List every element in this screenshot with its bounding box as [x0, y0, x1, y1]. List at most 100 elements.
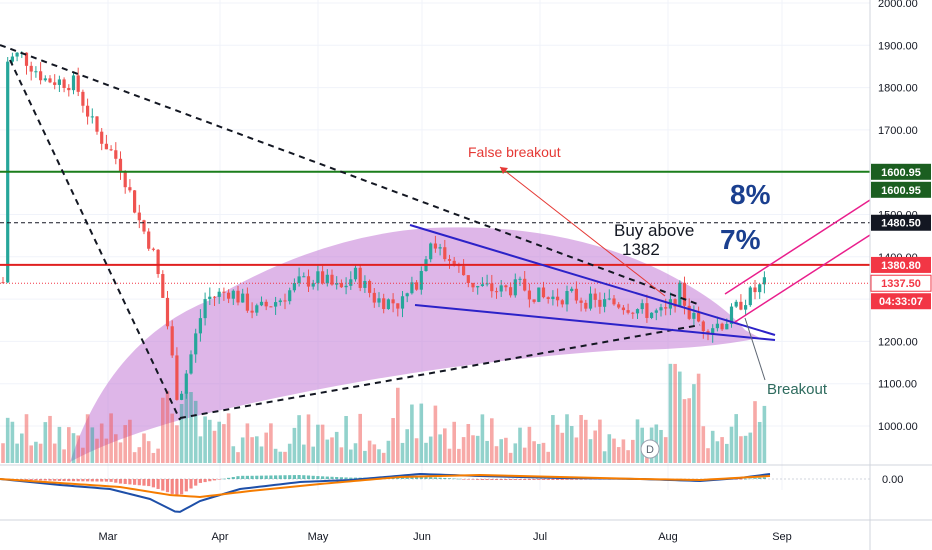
volume-bar	[5, 417, 10, 463]
volume-bar	[659, 429, 663, 463]
macd-histogram-bar	[90, 479, 94, 482]
candle-body	[128, 187, 132, 191]
candle-body	[518, 278, 522, 280]
candle-body	[654, 310, 658, 313]
candle-body	[664, 307, 668, 309]
macd-zero-label: 0.00	[882, 474, 903, 486]
candle-body	[621, 307, 625, 311]
candle-body	[241, 293, 245, 303]
macd-histogram-bar	[753, 478, 757, 479]
macd-histogram-bar	[744, 478, 748, 480]
candle-body	[556, 296, 560, 301]
volume-bar	[57, 426, 62, 463]
volume-bar	[668, 363, 673, 463]
price-badge-label: 1600.95	[881, 185, 921, 197]
macd-histogram-bar	[734, 479, 738, 480]
candle-body	[62, 79, 66, 88]
macd-histogram-bar	[147, 479, 151, 487]
macd-histogram-bar	[118, 479, 123, 484]
volume-bar	[584, 419, 588, 463]
candle-body	[86, 105, 90, 117]
macd-histogram-bar	[297, 475, 301, 479]
macd-histogram-bar	[452, 478, 456, 480]
volume-bar	[626, 450, 630, 463]
volume-bar	[522, 447, 527, 463]
candle-body	[603, 299, 607, 307]
candle-body	[43, 78, 47, 81]
candle-body	[494, 291, 499, 293]
volume-bar	[490, 418, 494, 463]
signal-line	[0, 473, 771, 499]
macd-histogram-bar	[170, 479, 174, 494]
macd-histogram-bar	[241, 475, 245, 479]
candle-body	[635, 309, 640, 314]
candle-body	[203, 299, 207, 319]
macd-histogram-bar	[283, 475, 287, 479]
candle-body	[617, 304, 621, 308]
candle-body	[104, 143, 108, 150]
y-tick-label: 1700.00	[878, 125, 918, 137]
macd-histogram-bar	[104, 479, 108, 482]
macd-histogram-bar	[142, 479, 146, 486]
volume-bar	[748, 432, 753, 463]
macd-histogram-bar	[245, 475, 249, 479]
macd-histogram-bar	[513, 479, 517, 480]
volume-bar	[433, 405, 438, 463]
candle-body	[217, 291, 221, 297]
candle-body	[509, 287, 513, 296]
candle-body	[513, 279, 517, 296]
macd-histogram-bar	[203, 479, 207, 483]
candle-body	[443, 247, 447, 260]
candle-body	[133, 190, 137, 213]
annotation-false-breakout: False breakout	[468, 144, 561, 160]
candle-body	[142, 220, 146, 232]
macd-histogram-bar	[424, 476, 428, 479]
macd-histogram-bar	[133, 479, 137, 485]
macd-histogram-bar	[180, 479, 184, 495]
candle-body	[504, 285, 508, 288]
candle-body	[419, 270, 423, 290]
volume-bar	[165, 390, 170, 463]
candle-body	[560, 300, 564, 305]
volume-bar	[24, 414, 29, 463]
volume-bar	[386, 440, 391, 463]
volume-bar	[701, 426, 706, 463]
volume-bar	[753, 401, 757, 463]
volume-bar	[278, 451, 283, 463]
volume-bar	[339, 447, 344, 463]
volume-bar	[38, 443, 43, 463]
volume-bar	[593, 430, 597, 463]
candle-body	[462, 266, 466, 276]
macd-histogram-bar	[222, 478, 226, 480]
candle-body	[297, 276, 301, 283]
volume-bar	[212, 430, 217, 463]
candle-body	[476, 286, 480, 288]
volume-bar	[381, 452, 386, 463]
volume-bar	[15, 443, 19, 463]
candle-body	[118, 158, 123, 172]
macd-histogram-bar	[217, 479, 221, 480]
candle-body	[650, 312, 654, 318]
macd-histogram-bar	[311, 475, 315, 479]
candle-body	[607, 298, 611, 300]
candle-body	[95, 116, 99, 132]
annotation-breakout: Breakout	[767, 381, 828, 398]
volume-bar	[762, 405, 767, 463]
price-badge-label: 1480.50	[881, 218, 921, 230]
macd-histogram-bar	[325, 476, 329, 479]
candle-body	[39, 71, 43, 81]
volume-bar	[43, 422, 48, 463]
volume-bar	[334, 431, 339, 463]
macd-histogram-bar	[443, 477, 447, 479]
volume-bar	[29, 445, 33, 463]
candle-body	[687, 305, 691, 319]
candle-body	[250, 310, 254, 313]
candle-body	[311, 283, 315, 287]
macd-histogram-bar	[570, 479, 574, 480]
x-tick-label: Mar	[99, 531, 118, 543]
candle-body	[396, 303, 400, 309]
volume-bar	[95, 438, 99, 463]
candle-body	[212, 296, 217, 298]
